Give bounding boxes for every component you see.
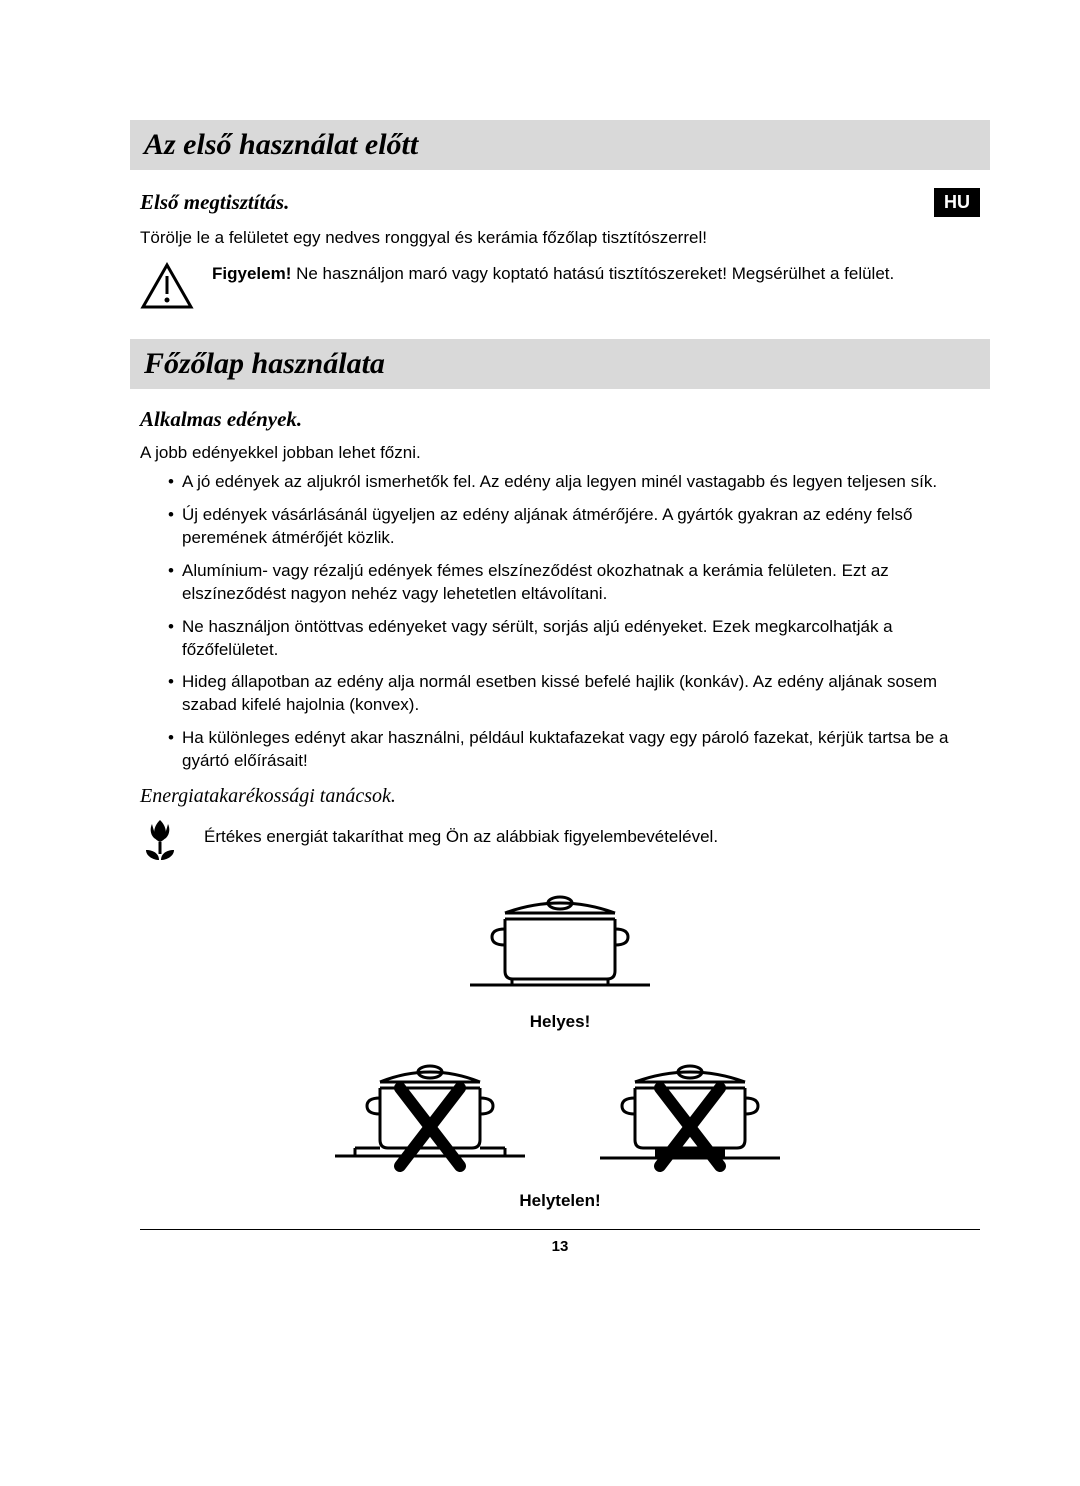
- warning-body: Ne használjon maró vagy koptató hatású t…: [291, 264, 894, 283]
- language-badge: HU: [934, 188, 980, 217]
- bullet-item: Új edények vásárlásánál ügyeljen az edén…: [168, 504, 980, 550]
- energy-tip-text: Értékes energiát takaríthat meg Ön az al…: [204, 826, 718, 849]
- warning-triangle-icon: [140, 262, 194, 315]
- cookware-bullets: A jó edények az aljukról ismerhetők fel.…: [140, 471, 980, 773]
- pot-wrong-large-icon: [580, 1048, 800, 1183]
- tulip-icon: [140, 818, 180, 869]
- section-2-header: Főzőlap használata: [130, 339, 990, 389]
- bullet-item: A jó edények az aljukról ismerhetők fel.…: [168, 471, 980, 494]
- energy-tips-heading: Energiatakarékossági tanácsok.: [140, 785, 980, 808]
- warning-text: Figyelem! Ne használjon maró vagy koptat…: [212, 262, 894, 286]
- section-1-subheading-row: Első megtisztítás. HU: [140, 188, 980, 217]
- warning-block: Figyelem! Ne használjon maró vagy koptat…: [140, 262, 980, 315]
- energy-tip-row: Értékes energiát takaríthat meg Ön az al…: [140, 818, 980, 869]
- warning-label: Figyelem!: [212, 264, 291, 283]
- bullet-item: Ha különleges edényt akar használni, pél…: [168, 727, 980, 773]
- section-1-intro: Törölje le a felületet egy nedves ronggy…: [140, 227, 980, 250]
- caption-correct: Helyes!: [140, 1012, 980, 1032]
- caption-wrong: Helytelen!: [140, 1191, 980, 1211]
- page-number: 13: [140, 1238, 980, 1255]
- section-2-subheading: Alkalmas edények.: [140, 407, 980, 432]
- bullet-item: Hideg állapotban az edény alja normál es…: [168, 671, 980, 717]
- section-2-intro: A jobb edényekkel jobban lehet főzni.: [140, 442, 980, 465]
- section-1-subheading: Első megtisztítás.: [140, 190, 289, 215]
- figure-wrong: Helytelen!: [140, 1048, 980, 1211]
- bullet-item: Ne használjon öntöttvas edényeket vagy s…: [168, 616, 980, 662]
- pot-correct-icon: [450, 986, 670, 1003]
- figure-correct: Helyes!: [140, 879, 980, 1032]
- pot-wrong-small-icon: [320, 1048, 540, 1183]
- bullet-item: Alumínium- vagy rézaljú edények fémes el…: [168, 560, 980, 606]
- section-1-header: Az első használat előtt: [130, 120, 990, 170]
- footer-rule: [140, 1229, 980, 1230]
- manual-page: Az első használat előtt Első megtisztítá…: [0, 0, 1080, 1486]
